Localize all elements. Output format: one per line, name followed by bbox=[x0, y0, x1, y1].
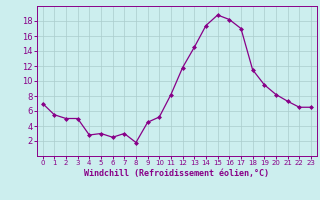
X-axis label: Windchill (Refroidissement éolien,°C): Windchill (Refroidissement éolien,°C) bbox=[84, 169, 269, 178]
